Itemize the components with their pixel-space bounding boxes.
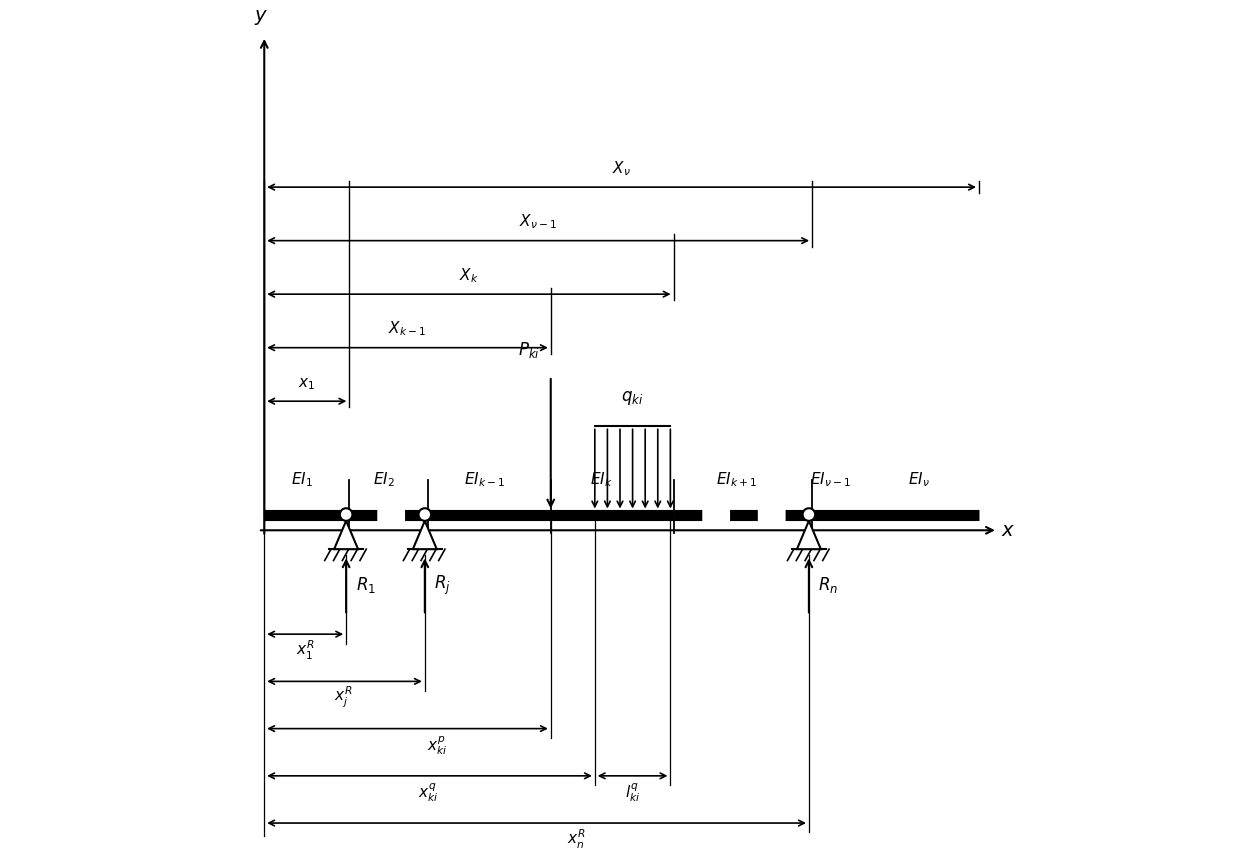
Text: $EI_{k+1}$: $EI_{k+1}$ bbox=[715, 471, 758, 490]
Text: $R_1$: $R_1$ bbox=[356, 575, 376, 595]
Text: $X_{k-1}$: $X_{k-1}$ bbox=[388, 319, 427, 338]
Text: $x$: $x$ bbox=[1001, 521, 1016, 540]
Text: $P_{ki}$: $P_{ki}$ bbox=[518, 340, 539, 361]
Text: $EI_{k-1}$: $EI_{k-1}$ bbox=[464, 471, 505, 490]
Circle shape bbox=[802, 509, 815, 521]
Text: $X_{\nu-1}$: $X_{\nu-1}$ bbox=[520, 213, 557, 231]
Polygon shape bbox=[797, 521, 821, 549]
Text: $x_{ki}^p$: $x_{ki}^p$ bbox=[427, 734, 448, 757]
Text: $X_k$: $X_k$ bbox=[459, 266, 479, 285]
Text: $EI_\nu$: $EI_\nu$ bbox=[908, 471, 930, 490]
Text: $x_n^R$: $x_n^R$ bbox=[567, 828, 585, 851]
Text: $x_j^R$: $x_j^R$ bbox=[334, 684, 352, 709]
Polygon shape bbox=[413, 521, 436, 549]
Text: $R_j$: $R_j$ bbox=[434, 573, 451, 597]
Circle shape bbox=[340, 509, 352, 521]
Text: $EI_{\nu-1}$: $EI_{\nu-1}$ bbox=[811, 471, 852, 490]
Text: $q_{ki}$: $q_{ki}$ bbox=[621, 389, 644, 407]
Text: $y$: $y$ bbox=[254, 8, 268, 27]
Text: $EI_k$: $EI_k$ bbox=[590, 471, 613, 490]
Text: $l_{ki}^q$: $l_{ki}^q$ bbox=[625, 781, 640, 804]
Text: $EI_1$: $EI_1$ bbox=[291, 471, 312, 490]
Text: $EI_2$: $EI_2$ bbox=[373, 471, 394, 490]
Polygon shape bbox=[334, 521, 358, 549]
Text: $x_1$: $x_1$ bbox=[298, 376, 315, 392]
Text: $R_n$: $R_n$ bbox=[818, 575, 838, 595]
Text: $x_{ki}^q$: $x_{ki}^q$ bbox=[418, 781, 438, 804]
Circle shape bbox=[419, 509, 432, 521]
Text: $X_\nu$: $X_\nu$ bbox=[613, 159, 631, 177]
Text: $x_1^R$: $x_1^R$ bbox=[296, 639, 315, 663]
